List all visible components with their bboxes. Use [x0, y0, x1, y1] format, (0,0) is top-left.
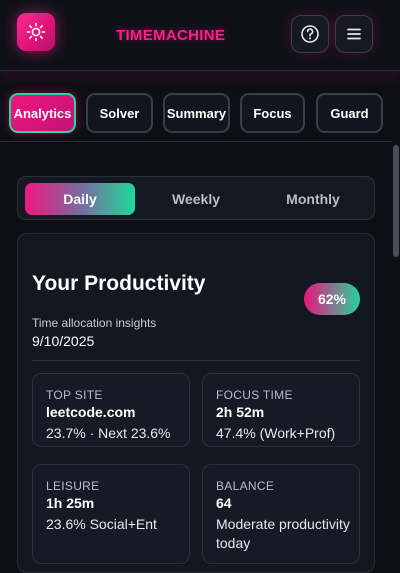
question-circle-icon — [301, 25, 319, 43]
stat-value: 2h 52m — [216, 404, 265, 420]
stat-value: 1h 25m — [46, 495, 95, 511]
stat-top-site: TOP SITE leetcode.com 23.7% · Next 23.6% — [32, 373, 190, 447]
stat-label: TOP SITE — [46, 388, 103, 402]
stat-label: FOCUS TIME — [216, 388, 293, 402]
card-subtitle: Time allocation insights — [32, 316, 157, 330]
help-button[interactable] — [291, 15, 329, 53]
stat-label: BALANCE — [216, 479, 275, 493]
productivity-percent-badge: 62% — [304, 283, 360, 315]
app-header: TIMEMACHINE — [0, 0, 400, 71]
stat-value: 64 — [216, 495, 232, 511]
app-title: TIMEMACHINE — [116, 27, 226, 44]
main-tabs: Analytics Solver Summary Focus Guard — [0, 71, 400, 142]
stat-balance: BALANCE 64 Moderate productivity today — [202, 464, 360, 564]
tab-guard[interactable]: Guard — [316, 93, 383, 133]
stat-detail: 23.6% Social+Ent — [46, 516, 157, 532]
period-monthly-button[interactable]: Monthly — [286, 191, 340, 207]
productivity-card: Your Productivity 62% Time allocation in… — [17, 233, 375, 573]
stat-label: LEISURE — [46, 479, 100, 493]
stat-value: leetcode.com — [46, 404, 136, 420]
vertical-scrollbar[interactable] — [392, 141, 400, 551]
tab-summary[interactable]: Summary — [163, 93, 230, 133]
period-weekly-button[interactable]: Weekly — [172, 191, 220, 207]
sun-icon — [26, 22, 46, 42]
card-date: 9/10/2025 — [32, 333, 95, 349]
card-divider — [32, 360, 360, 361]
stat-leisure: LEISURE 1h 25m 23.6% Social+Ent — [32, 464, 190, 564]
menu-button[interactable] — [335, 15, 373, 53]
scrollbar-thumb[interactable] — [393, 145, 399, 257]
tab-focus[interactable]: Focus — [240, 93, 305, 133]
stat-detail: Moderate productivity today — [216, 516, 350, 551]
period-daily-button[interactable]: Daily — [25, 183, 135, 215]
stat-detail: 47.4% (Work+Prof) — [216, 425, 336, 441]
stat-focus-time: FOCUS TIME 2h 52m 47.4% (Work+Prof) — [202, 373, 360, 447]
stat-detail: 23.7% · Next 23.6% — [46, 425, 171, 441]
tab-solver[interactable]: Solver — [86, 93, 153, 133]
period-selector: Daily Weekly Monthly — [17, 176, 375, 220]
theme-toggle-button[interactable] — [17, 13, 55, 51]
hamburger-menu-icon — [347, 28, 361, 40]
tab-analytics[interactable]: Analytics — [9, 93, 76, 133]
card-title: Your Productivity — [32, 272, 206, 295]
